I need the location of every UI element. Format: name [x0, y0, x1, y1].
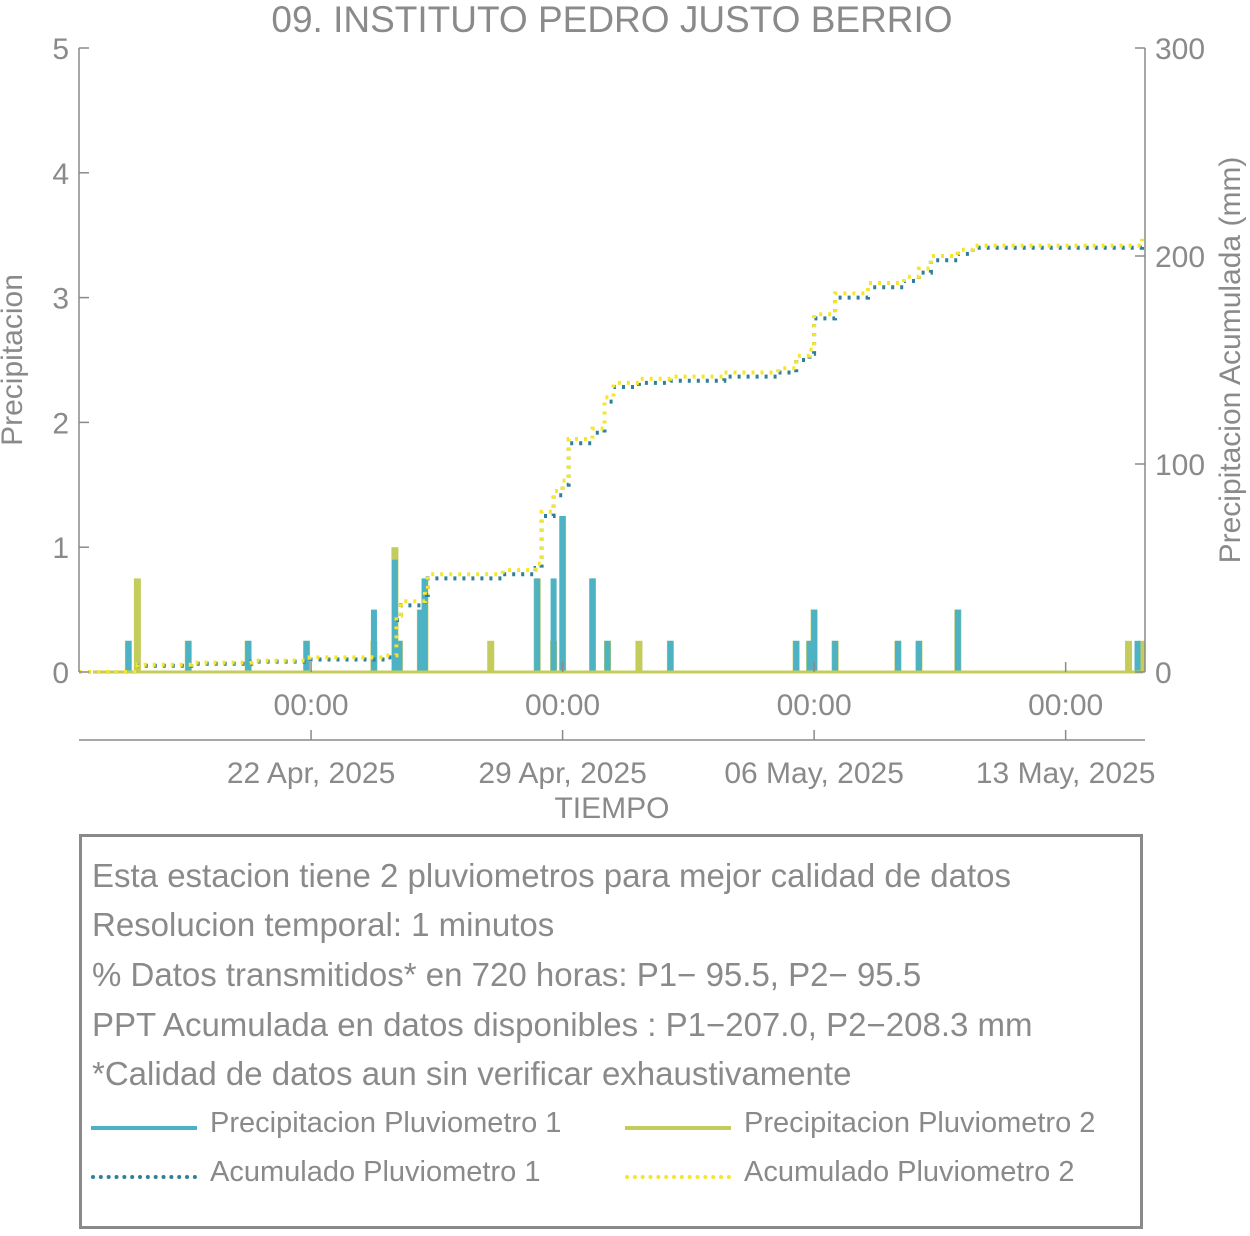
right-y-tick-label: 300: [1155, 33, 1205, 66]
bars-p1-bar-21: [954, 609, 961, 672]
x-tick-time-label: 00:00: [274, 689, 349, 722]
left-y-ticks: 0 1 2 3 4 5: [52, 33, 89, 690]
precipitation-chart: 09. INSTITUTO PEDRO JUSTO BERRIO 012345 …: [0, 0, 1247, 825]
legend-swatch-precip-p2: [625, 1126, 731, 1130]
bars-p1-bar-5: [391, 559, 398, 672]
x-ticks: 00:00 22 Apr, 2025 00:00 29 Apr, 2025 00:00 0…: [227, 662, 1156, 790]
left-y-tick-label: 5: [52, 33, 69, 66]
bars-p1-bar-15: [793, 640, 800, 672]
x-tick-time-label: 00:00: [1028, 689, 1103, 722]
bars-p1-bar-10: [550, 578, 557, 672]
bars-p1-bar-22: [1134, 640, 1141, 672]
legend-label-precip-p2: Precipitacion Pluviometro 2: [744, 1107, 1096, 1139]
axes: [78, 48, 1146, 741]
bars-p2-bar-16: [635, 640, 643, 672]
x-tick-time-label: 00:00: [777, 689, 852, 722]
bars-p1-bar-6: [396, 640, 403, 672]
bars-pluviometro-1: [125, 516, 1141, 672]
bars-p1-bar-12: [589, 578, 596, 672]
info-line-quality: *Calidad de datos aun sin verificar exha…: [92, 1055, 852, 1092]
bars-p2-bar-10: [487, 640, 495, 672]
bars-p1-bar-7: [417, 609, 424, 672]
legend-label-precip-p1: Precipitacion Pluviometro 1: [210, 1107, 562, 1139]
bars-p2-bar-26: [1138, 640, 1146, 672]
legend-label-acum-p1: Acumulado Pluviometro 1: [210, 1156, 541, 1188]
legend-item-acum-p2: Acumulado Pluviometro 2: [616, 1156, 1136, 1196]
right-y-tick-label: 0: [1155, 657, 1172, 690]
left-y-tick-label: 0: [52, 657, 69, 690]
y-axis-label-right: Precipitacion Acumulada (mm): [1214, 157, 1247, 564]
left-y-tick-label: 4: [52, 158, 69, 191]
bars-p1-bar-9: [534, 578, 541, 672]
legend-item-acum-p1: Acumulado Pluviometro 1: [82, 1156, 602, 1196]
bars-p2-bar-1: [133, 578, 141, 672]
bars-p1-bar-4: [370, 609, 377, 672]
bars-p1-bar-18: [832, 640, 839, 672]
right-y-tick-label: 100: [1155, 449, 1205, 482]
legend-swatch-acum-p2: [625, 1175, 731, 1179]
info-box: Esta estacion tiene 2 pluviometros para …: [79, 834, 1143, 1229]
x-tick-date-label: 13 May, 2025: [976, 757, 1156, 790]
info-line-resolution: Resolucion temporal: 1 minutos: [92, 906, 555, 943]
bars-p1-bar-13: [604, 640, 611, 672]
x-tick-date-label: 29 Apr, 2025: [478, 757, 647, 790]
bars-p1-bar-16: [806, 640, 813, 672]
left-y-tick-label: 3: [52, 283, 69, 316]
bars-p1-bar-19: [894, 640, 901, 672]
bars-p2-bar-25: [1125, 640, 1133, 672]
left-y-tick-label: 1: [52, 532, 69, 565]
bars-p1-bar-3: [303, 640, 310, 672]
bars-p1-bar-14: [667, 640, 674, 672]
x-tick-time-label: 00:00: [525, 689, 600, 722]
bars-p1-bar-2: [245, 640, 252, 672]
chart-title: 09. INSTITUTO PEDRO JUSTO BERRIO: [271, 0, 952, 40]
y-axis-label-left: Precipitacion: [0, 274, 29, 446]
legend-swatch-acum-p1: [91, 1175, 197, 1179]
info-line-transmitted: % Datos transmitidos* en 720 horas: P1− …: [92, 956, 922, 993]
x-tick-date-label: 22 Apr, 2025: [227, 757, 396, 790]
x-axis-label: TIEMPO: [554, 792, 669, 825]
info-line-stations: Esta estacion tiene 2 pluviometros para …: [92, 857, 1012, 894]
left-y-tick-label: 2: [52, 407, 69, 440]
right-y-tick-label: 200: [1155, 241, 1205, 274]
x-tick-date-label: 06 May, 2025: [724, 757, 904, 790]
line-acumulado-pluviometro-2: [79, 238, 1144, 674]
bars-p1-bar-0: [125, 640, 132, 672]
legend-item-precip-p2: Precipitacion Pluviometro 2: [616, 1107, 1136, 1147]
legend-swatch-precip-p1: [91, 1126, 197, 1130]
bars-pluviometro-2: [124, 516, 1146, 672]
bars-p1-bar-1: [185, 640, 192, 672]
bars-p1-bar-17: [811, 609, 818, 672]
info-line-accumulated: PPT Acumulada en datos disponibles : P1−…: [92, 1006, 1033, 1043]
legend-item-precip-p1: Precipitacion Pluviometro 1: [82, 1107, 602, 1147]
bars-p1-bar-8: [421, 578, 428, 672]
right-y-ticks: 0 100 200 300: [1135, 33, 1205, 690]
legend-label-acum-p2: Acumulado Pluviometro 2: [744, 1156, 1075, 1188]
bars-p1-bar-20: [915, 640, 922, 672]
line-acumulado-pluviometro-1: [79, 241, 1144, 674]
bars-p1-bar-11: [559, 516, 566, 672]
